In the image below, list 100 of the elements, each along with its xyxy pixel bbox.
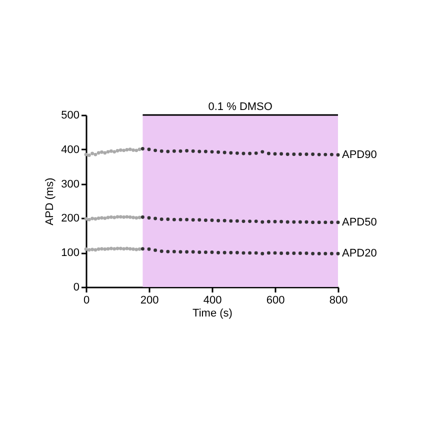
point [106,247,110,251]
point [229,219,233,223]
point [160,149,164,153]
point [96,216,100,220]
point [292,220,296,224]
y-tick-label: 200 [61,212,80,225]
point [128,247,132,251]
point [90,152,94,156]
point [96,247,100,251]
point [122,247,126,251]
point [324,252,328,256]
point [87,154,91,157]
point [84,217,88,221]
point [118,148,122,152]
y-tick-label: 500 [61,110,80,122]
point [112,247,116,251]
y-tick-label: 100 [61,247,80,260]
point [273,152,277,156]
point [122,148,126,152]
point [204,218,208,222]
point [100,216,104,220]
point [109,149,113,153]
point [210,250,214,254]
point [100,247,104,251]
point [96,151,100,155]
point [140,146,144,150]
point [138,216,142,220]
point [147,247,151,251]
point [216,150,220,154]
point [280,252,284,256]
point [138,247,142,251]
point [317,220,321,224]
x-tick-label: 200 [140,294,159,306]
band-label: 0.1 % DMSO [208,101,273,113]
point [112,216,116,220]
point [172,218,176,222]
point [154,148,158,152]
point [248,152,252,156]
point [304,152,308,156]
point [222,250,226,254]
point [128,148,132,152]
point [132,148,135,152]
point [260,220,264,224]
point [198,150,202,154]
point [90,216,94,220]
point [140,215,144,219]
point [84,152,88,156]
point [94,248,98,252]
point [134,248,138,252]
x-tick-label: 400 [203,294,222,306]
point [112,150,116,154]
point [242,220,246,224]
point [109,246,113,250]
point [336,153,340,157]
point [185,218,189,222]
series-label: APD90 [342,148,377,161]
point [260,252,264,256]
point [172,250,176,254]
point [185,250,189,254]
point [178,149,182,153]
point [166,150,170,154]
point [248,251,252,255]
point [138,148,142,152]
series-label: APD20 [342,248,377,260]
point [298,220,302,224]
point [198,250,202,254]
point [311,152,315,156]
point [235,151,239,155]
point [87,248,91,252]
point [116,149,120,153]
point [90,248,94,252]
point [324,220,328,224]
point [280,152,284,156]
point [242,152,246,156]
point [198,218,202,222]
point [94,217,98,221]
point [317,252,321,256]
point [304,252,308,256]
point [204,150,208,154]
point [178,250,182,254]
point [100,150,104,154]
point [191,250,195,254]
point [254,251,258,255]
point [140,247,144,251]
point [210,150,214,154]
point [235,250,239,254]
point [166,218,170,221]
point [292,252,296,256]
point [154,248,158,252]
point [242,251,246,255]
point [273,220,277,224]
point [109,215,113,219]
point [178,218,182,222]
y-axis-title: APD (ms) [44,178,56,226]
point [229,151,233,155]
point [222,150,226,154]
point [229,250,233,254]
point [280,220,284,224]
point [254,220,258,224]
x-axis-title: Time (s) [192,308,232,320]
